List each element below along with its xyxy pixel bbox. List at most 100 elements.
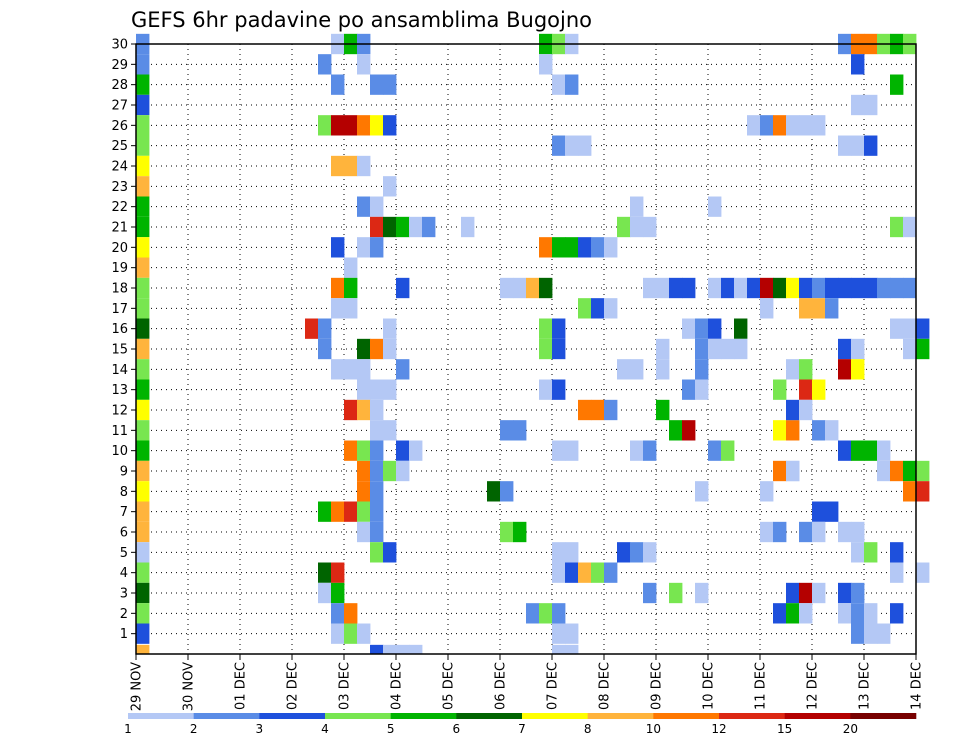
heatmap-cell (747, 277, 761, 299)
heatmap-cell (630, 359, 644, 380)
heatmap-cell (669, 582, 683, 604)
heatmap-cell (734, 338, 748, 360)
heatmap-cell (357, 501, 371, 522)
heatmap-cell (383, 644, 397, 654)
heatmap-cell (578, 298, 592, 319)
x-tick-label: 03 DEC (338, 662, 353, 710)
heatmap-cell (760, 521, 774, 543)
heatmap-cell (565, 542, 579, 563)
heatmap-cell (825, 298, 839, 319)
heatmap-cell (526, 277, 540, 299)
heatmap-cell (383, 115, 397, 136)
y-tick-label: 12 (111, 404, 128, 419)
y-tick-label: 28 (111, 78, 128, 93)
heatmap-cell (591, 562, 605, 583)
heatmap-cell (331, 359, 345, 380)
colorbar-swatch (850, 713, 917, 719)
y-tick-label: 13 (111, 383, 128, 398)
heatmap-cell (318, 562, 332, 583)
y-tick-label: 24 (111, 160, 128, 175)
colorbar-label: 6 (453, 722, 461, 736)
heatmap-cell (903, 460, 917, 482)
heatmap-cell (357, 481, 371, 502)
heatmap-cell (773, 521, 787, 543)
heatmap-cell (773, 420, 787, 441)
heatmap-cell (539, 318, 553, 339)
heatmap-cell (760, 115, 774, 136)
heatmap-cell (136, 257, 150, 278)
heatmap-cell (357, 338, 371, 360)
heatmap-cell (890, 277, 904, 299)
heatmap-cell (370, 644, 384, 654)
colorbar-swatch (522, 713, 588, 719)
heatmap-cell (331, 298, 345, 319)
colorbar-swatch (325, 713, 391, 719)
heatmap-cell (916, 318, 930, 339)
heatmap-cell (357, 155, 371, 177)
heatmap-cell (370, 481, 384, 502)
x-tick-label: 07 DEC (546, 662, 561, 710)
x-tick-label: 12 DEC (806, 662, 821, 710)
x-tick-label: 14 DEC (910, 662, 925, 710)
heatmap-cell (799, 379, 813, 400)
heatmap-cell (396, 440, 410, 461)
colorbar-swatch (390, 713, 457, 719)
heatmap-cell (500, 277, 514, 299)
y-tick-label: 8 (120, 485, 128, 500)
heatmap-cell (565, 74, 579, 95)
heatmap-cell (539, 603, 553, 624)
y-tick-label: 21 (111, 221, 128, 236)
heatmap-cell (136, 440, 150, 461)
heatmap-cell (812, 277, 826, 299)
x-tick-label: 01 DEC (234, 662, 249, 710)
heatmap-cell (851, 623, 865, 644)
heatmap-cell (344, 115, 358, 136)
heatmap-cell (812, 115, 826, 136)
heatmap-cell (812, 298, 826, 319)
heatmap-cell (370, 237, 384, 258)
heatmap-cell (565, 644, 579, 654)
colorbar-label: 10 (646, 722, 661, 736)
y-tick-label: 3 (120, 587, 128, 602)
heatmap-cell (760, 298, 774, 319)
heatmap-cell (344, 257, 358, 278)
heatmap-cell (825, 420, 839, 441)
heatmap-cell (357, 379, 371, 400)
heatmap-cell (825, 501, 839, 522)
heatmap-cell (331, 237, 345, 258)
heatmap-cell (773, 603, 787, 624)
heatmap-cell (344, 501, 358, 522)
y-tick-label: 15 (111, 343, 128, 358)
heatmap-cell (331, 115, 345, 136)
heatmap-cell (851, 94, 865, 116)
heatmap-cell (786, 359, 800, 380)
heatmap-cell (864, 440, 878, 461)
heatmap-cell (357, 460, 371, 482)
colorbar-label: 2 (190, 722, 198, 736)
colorbar-swatch (587, 713, 654, 719)
heatmap-cell (565, 237, 579, 258)
y-tick-label: 9 (120, 465, 128, 480)
y-tick-label: 20 (111, 241, 128, 256)
heatmap-cell (409, 644, 423, 654)
heatmap-cell (370, 379, 384, 400)
heatmap-cell (396, 216, 410, 238)
heatmap-cell (591, 399, 605, 421)
heatmap-cell (136, 521, 150, 543)
heatmap-cell (682, 318, 696, 339)
colorbar-swatch (653, 713, 720, 719)
heatmap-cell (136, 155, 150, 177)
x-tick-label: 02 DEC (286, 662, 301, 710)
heatmap-cell (682, 277, 696, 299)
heatmap-cell (916, 562, 930, 583)
heatmap-cell (916, 460, 930, 482)
heatmap-cell (552, 542, 566, 563)
heatmap-cell (682, 379, 696, 400)
heatmap-cell (864, 277, 878, 299)
heatmap-cell (903, 481, 917, 502)
heatmap-cell (136, 359, 150, 380)
heatmap-cell (890, 318, 904, 339)
heatmap-cell (396, 460, 410, 482)
heatmap-cell (136, 603, 150, 624)
heatmap-cell (812, 379, 826, 400)
